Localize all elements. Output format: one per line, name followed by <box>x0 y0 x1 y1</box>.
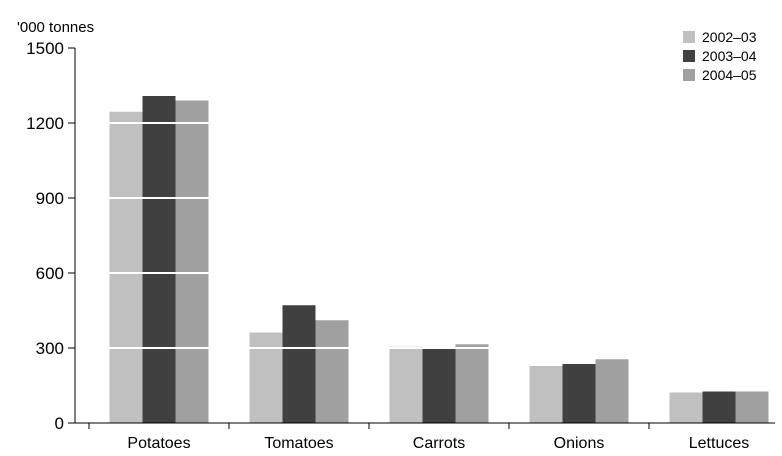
legend-swatch <box>683 31 695 43</box>
y-ticks-group: 0 300 600 900 1200 1500 <box>26 39 75 433</box>
bar-carrots-1 <box>389 346 423 423</box>
y-tick-label: 1500 <box>26 39 64 58</box>
y-tick-label: 1200 <box>26 114 64 133</box>
bar-lettuces-1 <box>669 392 703 423</box>
bar-onions-3 <box>595 359 629 423</box>
x-tick-label: Onions <box>554 435 605 452</box>
bar-onions-2 <box>562 364 596 423</box>
y-tick-label: 0 <box>55 414 64 433</box>
bar-potatoes-3 <box>175 100 209 423</box>
bar-lettuces-3 <box>735 391 769 423</box>
legend-label: 2004–05 <box>702 67 757 83</box>
gridlines-group <box>76 47 775 349</box>
legend-swatch <box>683 69 695 81</box>
legend-label: 2003–04 <box>702 48 757 64</box>
bar-lettuces-2 <box>702 391 736 423</box>
x-tick-label: Potatoes <box>127 435 190 452</box>
x-tick-label: Lettuces <box>689 435 749 452</box>
bar-potatoes-1 <box>109 111 143 423</box>
legend-label: 2002–03 <box>702 29 757 45</box>
x-tick-label: Tomatoes <box>264 435 333 452</box>
bars-group <box>109 96 769 423</box>
legend: 2002–03 2003–04 2004–05 <box>683 29 757 83</box>
bar-onions-1 <box>529 366 563 423</box>
x-labels-group: Potatoes Tomatoes Carrots Onions Lettuces <box>127 435 749 452</box>
axes-group <box>74 48 775 429</box>
legend-swatch <box>683 50 695 62</box>
bar-tomatoes-2 <box>282 305 316 423</box>
bar-carrots-3 <box>455 344 489 423</box>
bar-potatoes-2 <box>142 96 176 423</box>
bar-tomatoes-1 <box>249 332 283 423</box>
bar-tomatoes-3 <box>315 320 349 423</box>
y-tick-label: 300 <box>36 339 64 358</box>
x-tick-label: Carrots <box>413 435 465 452</box>
y-tick-label: 600 <box>36 264 64 283</box>
bar-carrots-2 <box>422 348 456 423</box>
y-tick-label: 900 <box>36 189 64 208</box>
y-axis-unit-label: '000 tonnes <box>17 19 94 36</box>
